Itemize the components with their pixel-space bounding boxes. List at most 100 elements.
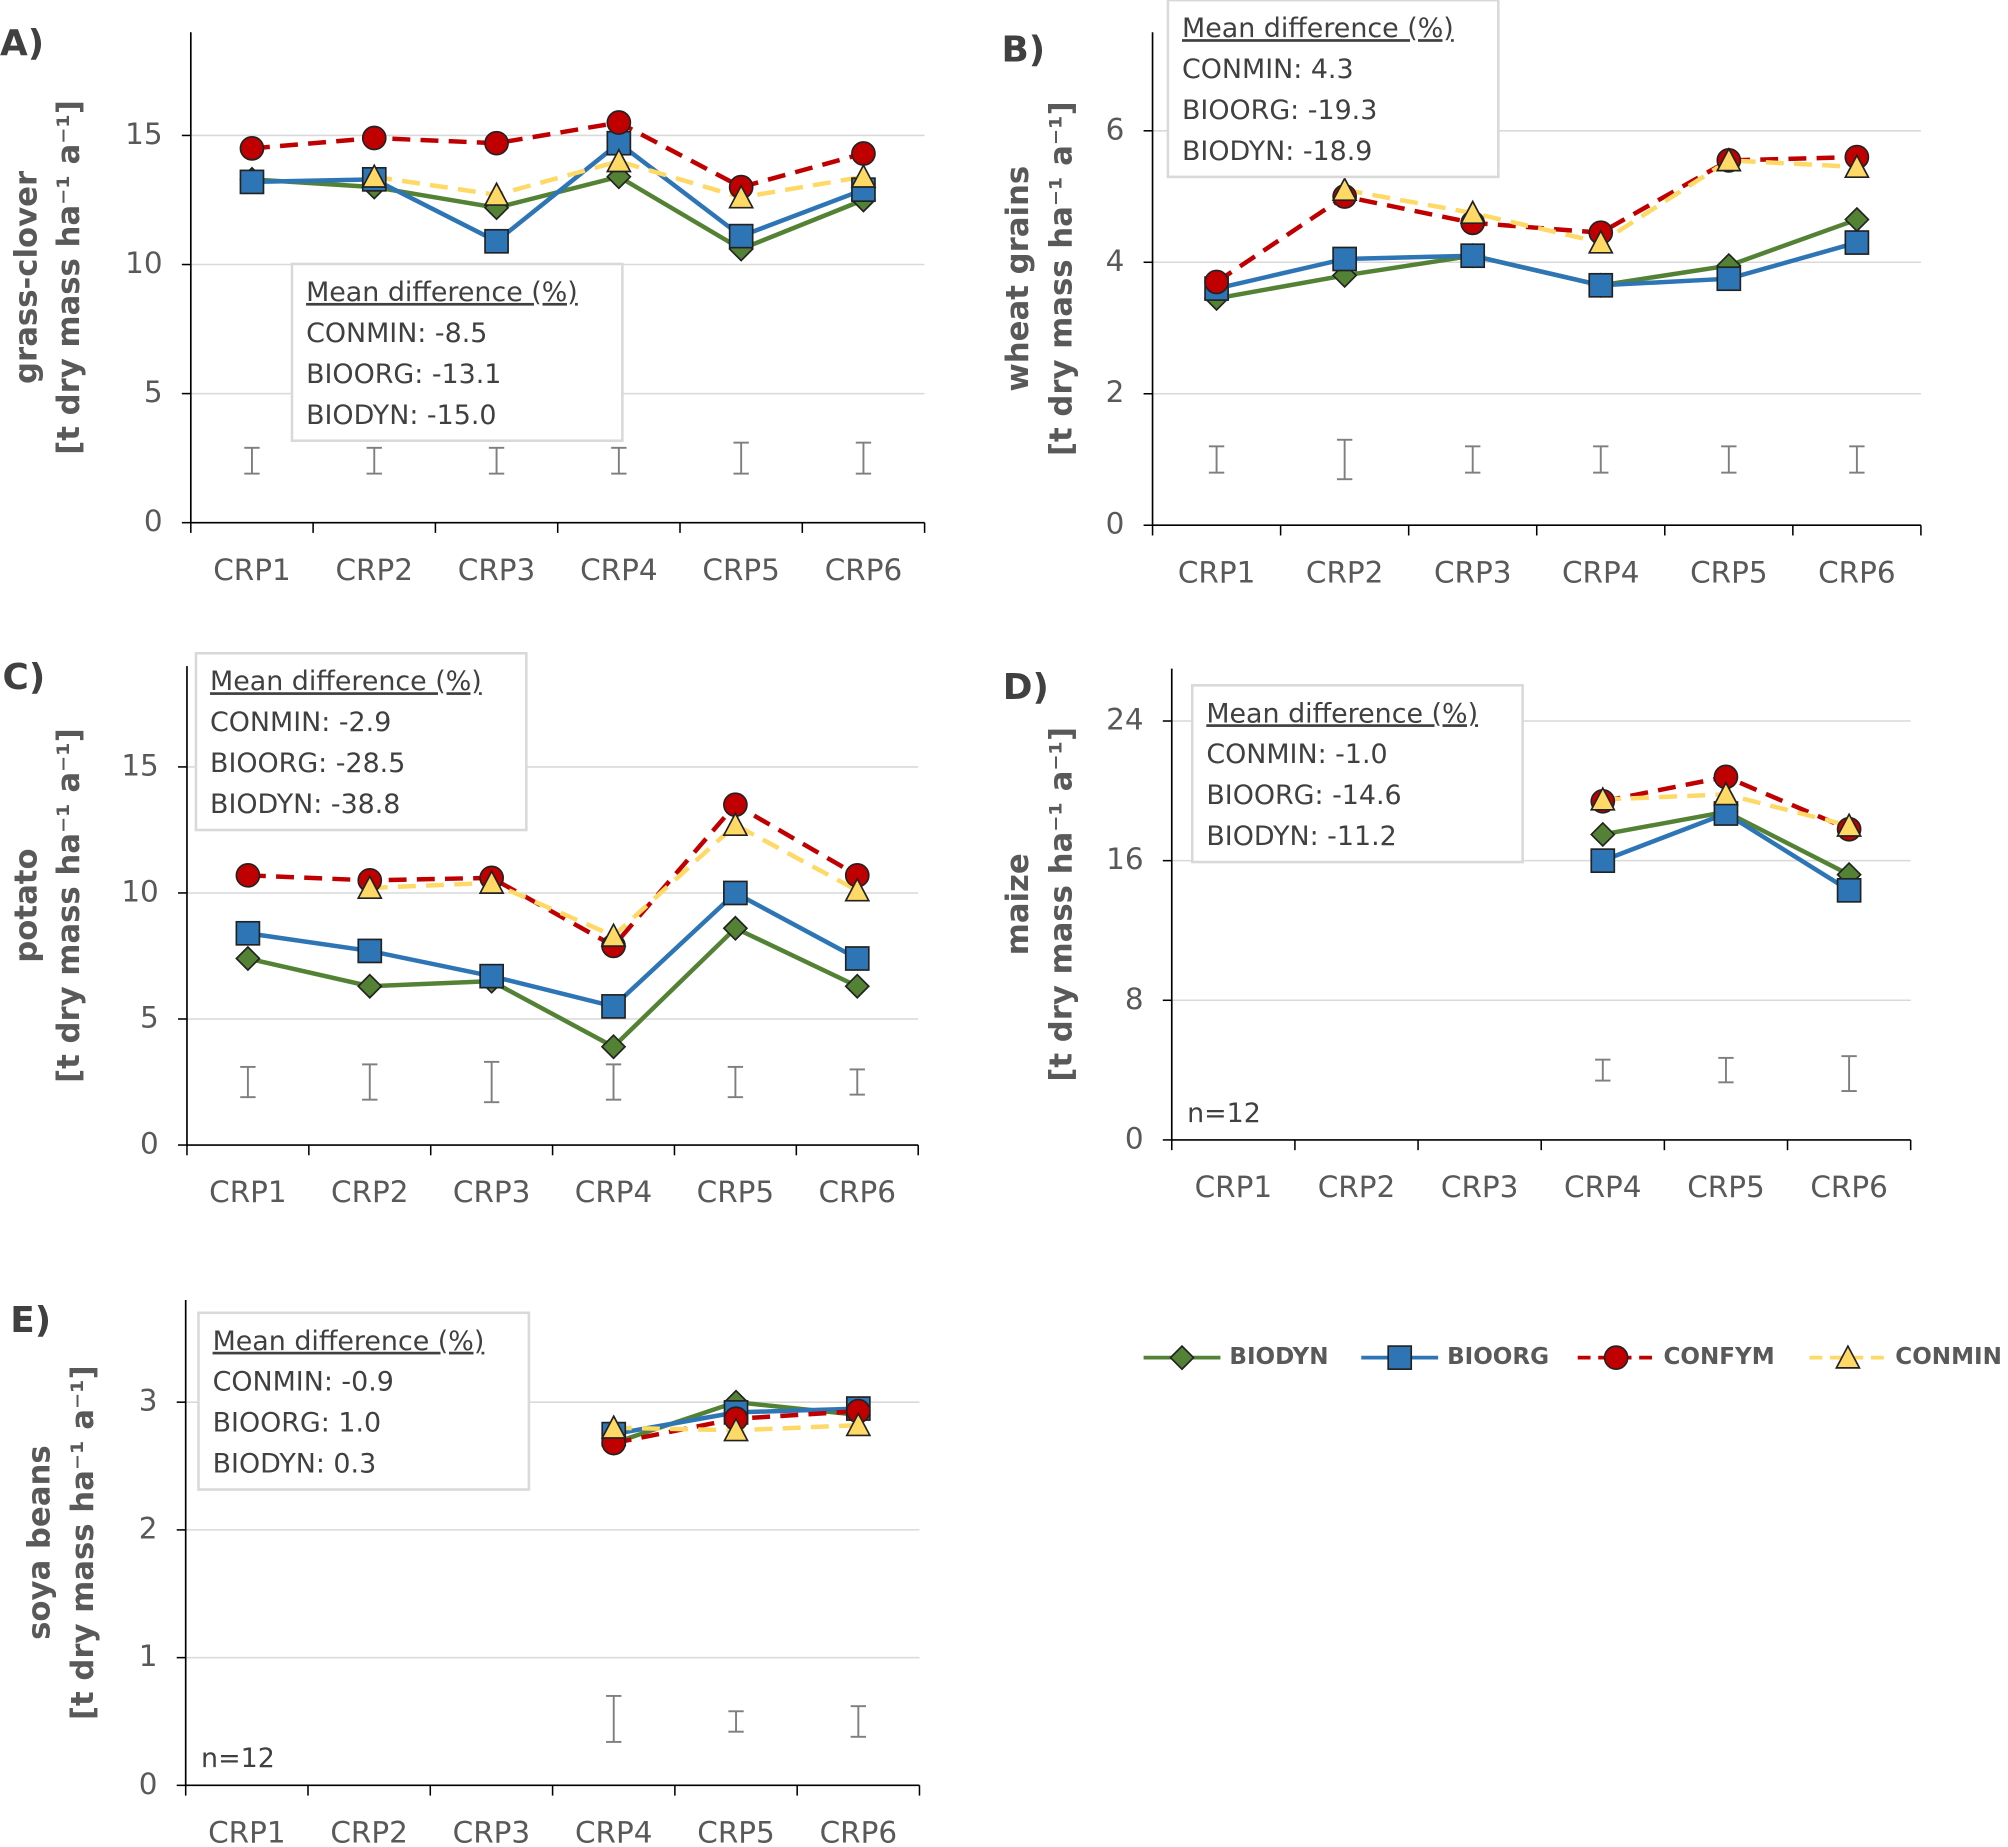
lsd-bar [855, 441, 872, 475]
x-tick-label: CRP3 [1434, 555, 1512, 589]
x-tick-label: CRP6 [1818, 555, 1896, 589]
lsd-bar [606, 1694, 622, 1743]
data-point [1713, 801, 1739, 826]
annotation-box [290, 262, 624, 442]
legend-marker [1387, 1345, 1413, 1370]
lsd-bar [1718, 1056, 1734, 1084]
data-point [1836, 812, 1863, 837]
data-point [1459, 199, 1486, 225]
lsd-bar [1595, 1058, 1611, 1082]
data-point [361, 125, 387, 151]
y-tick-label: 6 [1106, 112, 1125, 146]
data-point [1332, 246, 1358, 272]
y-axis-label: [t dry mass ha⁻¹ a⁻¹] [1043, 101, 1079, 456]
annotation-line: BIOORG: -28.5 [210, 748, 405, 779]
lsd-bar [488, 446, 505, 475]
legend-label: BIODYN [1229, 1344, 1328, 1370]
x-tick-label: CRP4 [575, 1816, 653, 1847]
data-point [1589, 786, 1616, 811]
x-tick-label: CRP6 [825, 553, 903, 587]
lsd-bar [728, 1710, 744, 1733]
data-point [1590, 848, 1616, 874]
lsd-bar [1593, 445, 1609, 474]
lsd-bar [244, 446, 260, 475]
x-tick-label: CRP1 [213, 553, 291, 587]
data-point [235, 945, 261, 972]
legend-label: CONMIN [1895, 1344, 2002, 1370]
data-point [1331, 176, 1358, 202]
data-point [722, 811, 749, 836]
x-tick-label: CRP5 [697, 1175, 775, 1209]
annotation-box [194, 652, 528, 832]
note: n=12 [1187, 1098, 1261, 1129]
y-axis-label: grass-clover [9, 170, 45, 384]
panel-label: B) [1001, 29, 1045, 70]
annotation-box [1166, 0, 1500, 179]
x-tick-label: CRP5 [1690, 555, 1768, 589]
x-tick-label: CRP1 [209, 1175, 286, 1209]
data-point [845, 1411, 872, 1437]
lsd-bar [849, 1068, 865, 1096]
data-point [606, 164, 632, 190]
data-point [1590, 821, 1616, 848]
data-point [1460, 243, 1486, 269]
y-tick-label: 8 [1125, 982, 1144, 1016]
data-point [1204, 269, 1229, 295]
data-point [356, 874, 383, 900]
x-tick-label: CRP1 [1178, 555, 1256, 589]
annotation-line: BIOORG: -14.6 [1206, 780, 1401, 811]
y-axis-label: potato [9, 848, 45, 962]
series-line [247, 801, 859, 949]
y-tick-label: 0 [1125, 1121, 1144, 1155]
y-tick-label: 2 [139, 1511, 158, 1545]
lsd-bar [1841, 1055, 1857, 1093]
series-line [1216, 217, 1858, 301]
legend-label: CONFYM [1664, 1344, 1775, 1370]
data-point [235, 862, 261, 888]
annotation-line: BIOORG: -13.1 [306, 359, 501, 390]
y-axis-label: maize [1000, 853, 1036, 955]
data-point [484, 130, 509, 156]
data-point [728, 223, 754, 249]
data-point [606, 110, 632, 135]
annotation-line: CONMIN: -1.0 [1206, 739, 1387, 770]
data-point [605, 147, 632, 173]
x-tick-label: CRP5 [697, 1816, 775, 1847]
annotation-line: BIODYN: -18.9 [1182, 136, 1372, 167]
y-axis-label: [t dry mass ha⁻¹ a⁻¹] [51, 100, 87, 455]
data-point [722, 915, 749, 941]
y-axis-label: soya beans [21, 1445, 57, 1640]
data-point [239, 169, 265, 195]
y-tick-label: 24 [1106, 703, 1143, 737]
x-tick-label: CRP3 [1441, 1170, 1519, 1204]
lsd-bar [850, 1705, 867, 1738]
x-tick-label: CRP4 [575, 1175, 653, 1209]
legend-label: BIOORG [1447, 1344, 1549, 1370]
panel-label: D) [1003, 667, 1049, 708]
annotation-title: Mean difference (%) [1206, 698, 1478, 729]
lsd-bar [605, 1063, 622, 1101]
x-tick-label: CRP5 [702, 553, 780, 587]
series-line [1216, 240, 1858, 291]
y-tick-label: 1 [139, 1639, 158, 1673]
data-point [357, 973, 383, 999]
data-point [1587, 229, 1614, 254]
data-point [1844, 230, 1870, 255]
x-tick-label: CRP1 [1195, 1170, 1273, 1204]
note: n=12 [201, 1743, 275, 1774]
annotation-title: Mean difference (%) [210, 666, 482, 697]
annotation-line: BIODYN: -11.2 [1206, 821, 1396, 852]
lsd-bar [483, 1060, 500, 1104]
data-point [357, 938, 383, 964]
x-tick-label: CRP6 [819, 1175, 897, 1209]
lsd-bar [727, 1065, 744, 1099]
data-point [600, 1034, 627, 1060]
data-point [844, 946, 870, 971]
x-tick-label: CRP4 [1564, 1170, 1642, 1204]
x-tick-label: CRP4 [1562, 555, 1640, 589]
x-tick-label: CRP4 [580, 553, 658, 587]
x-tick-label: CRP2 [331, 1175, 408, 1209]
data-point [723, 880, 748, 906]
lsd-bar [1849, 445, 1865, 474]
